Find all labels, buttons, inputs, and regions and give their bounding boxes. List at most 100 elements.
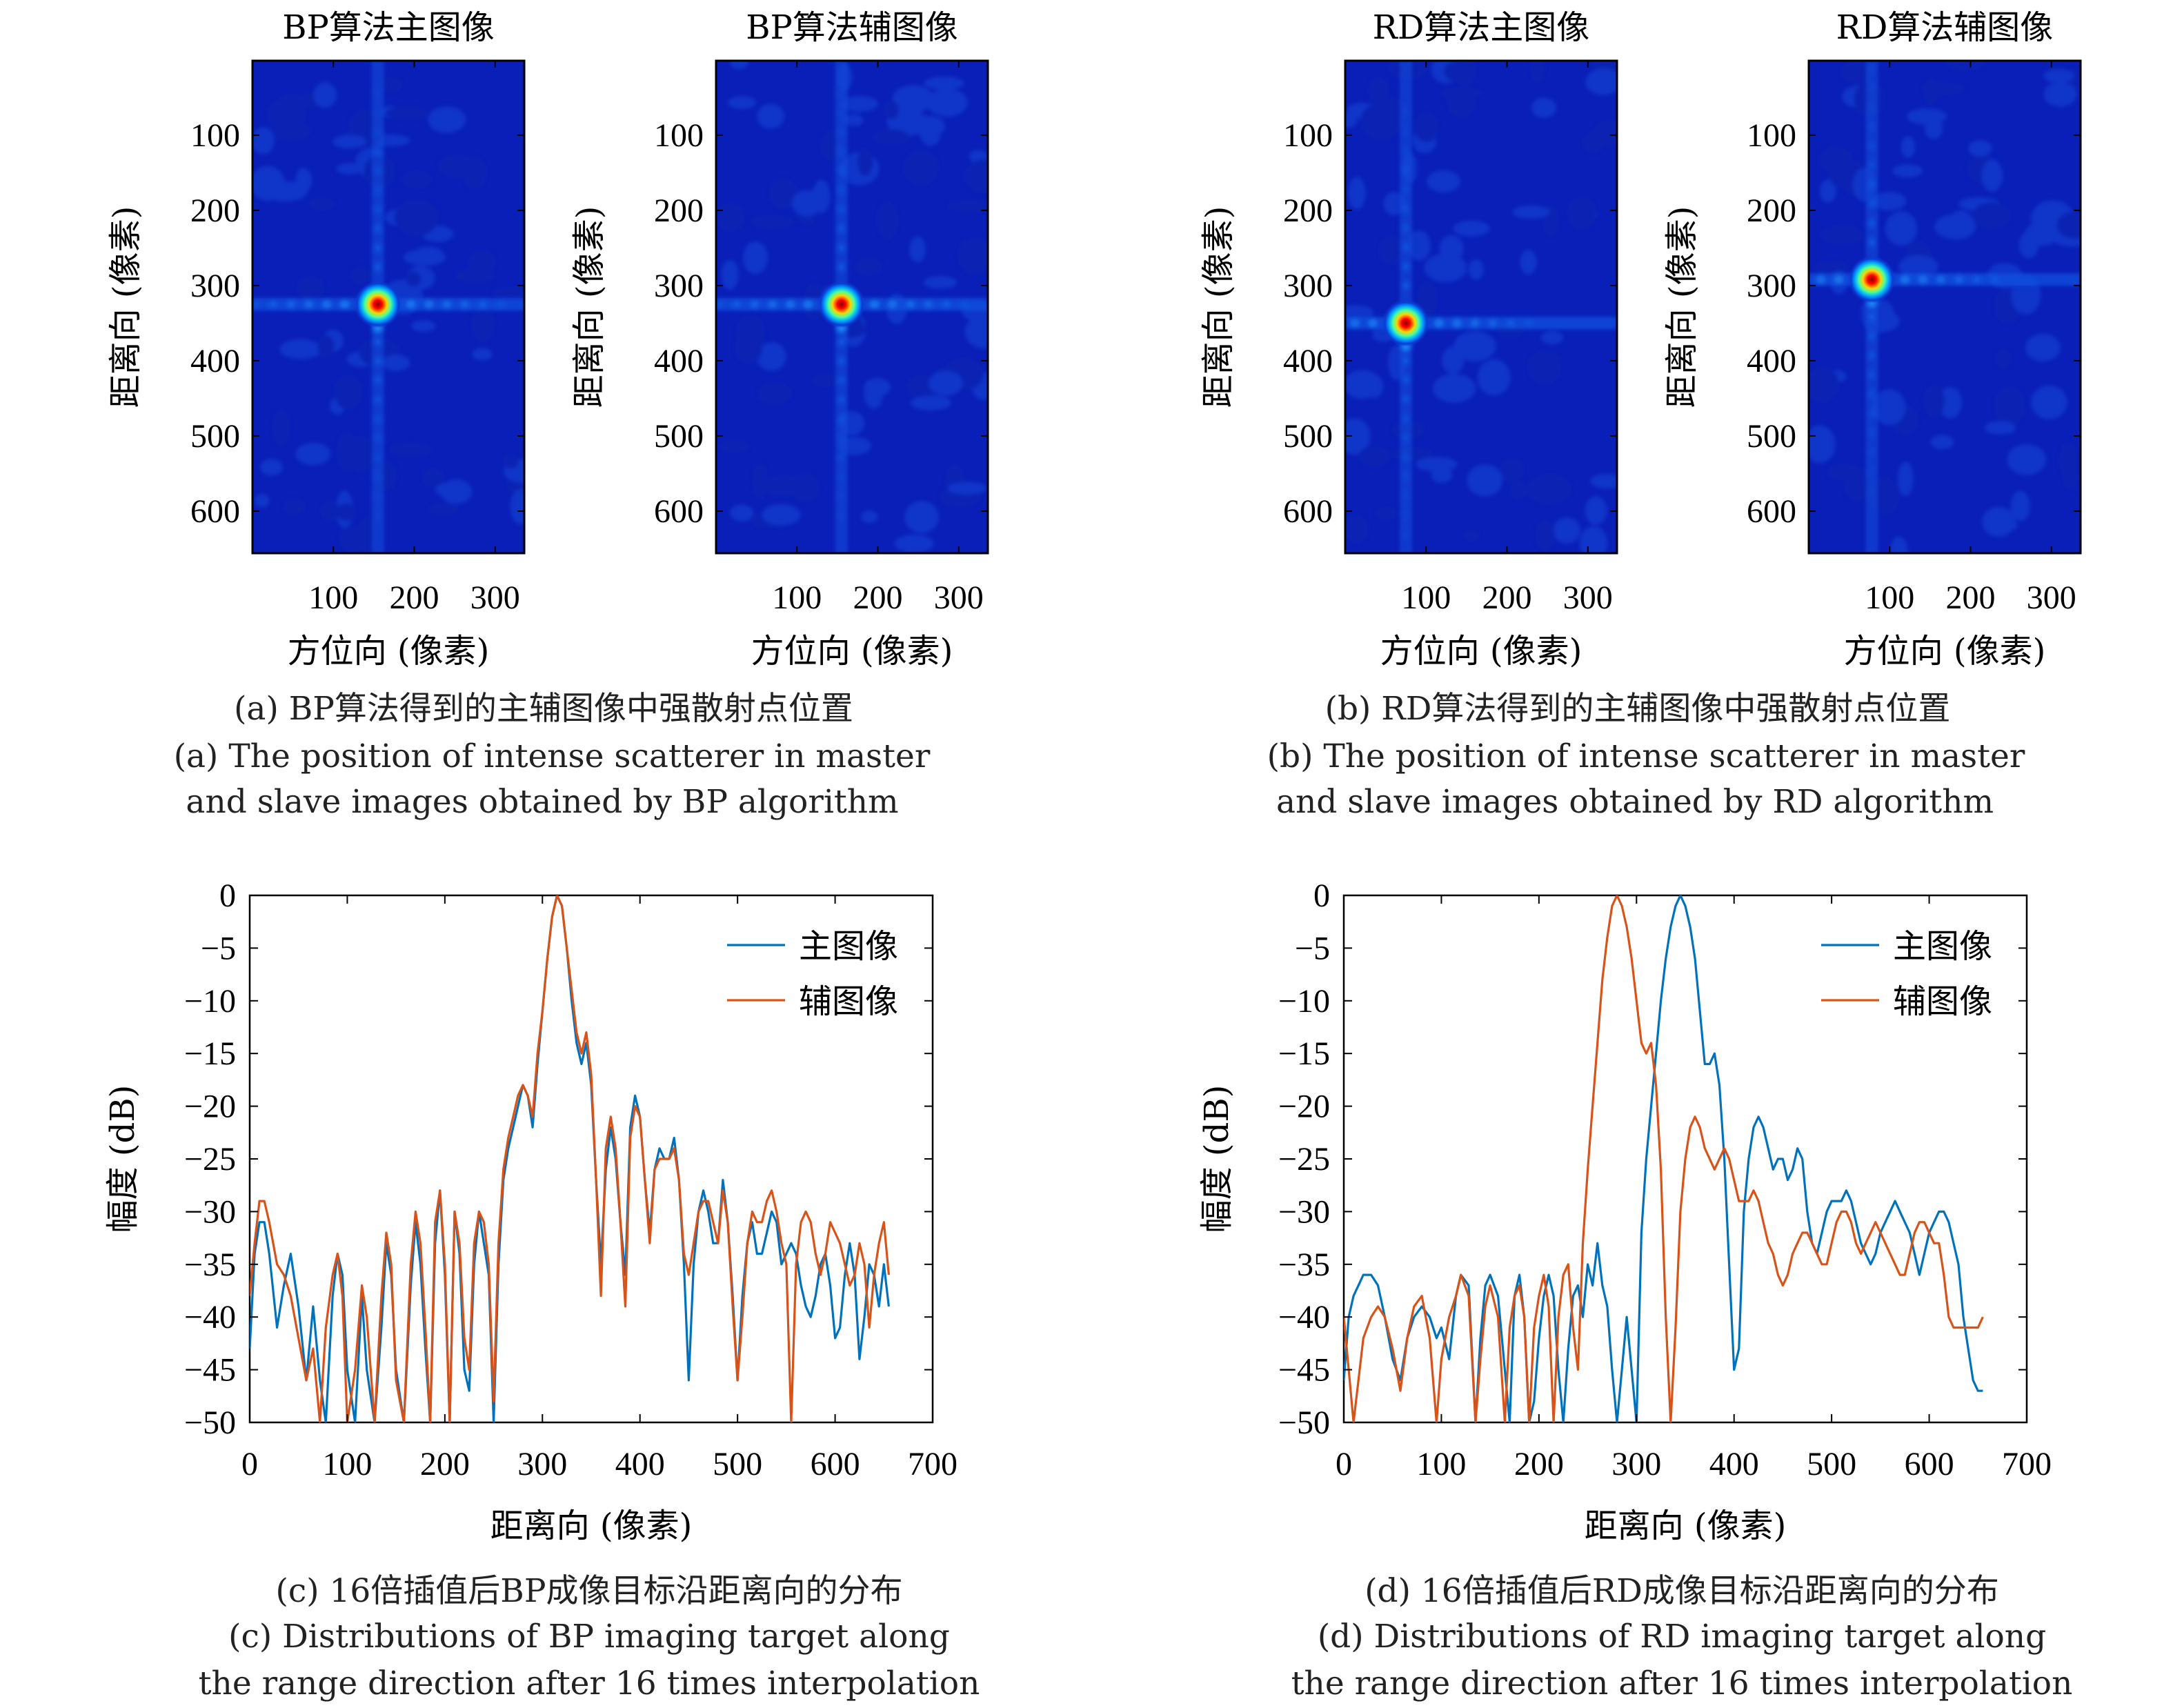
sidelobe-dot <box>1398 429 1413 446</box>
y-tick-label: 600 <box>1747 493 1796 530</box>
sidelobe-dot <box>370 333 385 350</box>
speckle-blob <box>906 375 935 397</box>
speckle-blob <box>717 439 751 453</box>
speckle-blob <box>730 61 748 69</box>
speckle-blob <box>388 442 433 457</box>
sidelobe-dot <box>1896 272 1914 288</box>
sidelobe-dot <box>1865 79 1879 97</box>
caption-b-cn: (b) RD算法得到的主辅图像中强散射点位置 <box>1325 690 1951 728</box>
sidelobe-dot <box>955 297 973 312</box>
y-tick-label: −15 <box>184 1035 236 1072</box>
speckle-blob <box>757 382 791 405</box>
speckle-blob <box>1938 386 1963 419</box>
sidelobe-dot <box>370 104 385 121</box>
sidelobe-dot <box>782 297 799 312</box>
speckle-blob <box>1527 350 1562 384</box>
sidelobe-dot <box>716 297 727 312</box>
scatterer-peak <box>1848 256 1896 304</box>
sidelobe-dot <box>1398 219 1413 237</box>
x-tick-label: 300 <box>934 579 984 616</box>
speckle-blob <box>1453 330 1496 361</box>
speckle-blob <box>1512 205 1550 219</box>
speckle-blob <box>1520 249 1537 275</box>
sidelobe-dot <box>370 468 385 486</box>
heatmap-image <box>252 61 524 553</box>
sidelobe-dot <box>492 297 509 312</box>
y-tick-label: −30 <box>1278 1193 1330 1230</box>
speckle-blob <box>811 373 840 388</box>
speckle-blob <box>904 501 939 534</box>
speckle-blob <box>422 468 444 488</box>
y-tick-label: 200 <box>190 192 240 229</box>
speckle-blob <box>1972 202 2011 229</box>
y-tick-label: 600 <box>1283 493 1333 530</box>
x-tick-label: 0 <box>1336 1446 1352 1482</box>
x-axis-label: 方位向 (像素) <box>751 632 953 671</box>
sidelobe-dot <box>834 181 849 199</box>
sidelobe-dot <box>1346 315 1363 331</box>
speckle-blob <box>317 335 335 359</box>
caption-b-en-1: (b) The position of intense scatterer in… <box>1267 737 2025 775</box>
heatmap-frame <box>1807 59 2082 555</box>
sidelobe-dot <box>370 391 385 408</box>
sidelobe-dot <box>834 123 849 141</box>
speckle-blob <box>1901 136 1916 158</box>
speckle-blob <box>1809 366 1840 403</box>
sidelobe-dot <box>264 297 281 312</box>
y-tick-label: −25 <box>184 1141 236 1178</box>
speckle-blob <box>320 500 340 522</box>
speckle-blob <box>403 249 446 266</box>
speckle-blob <box>350 266 373 284</box>
sidelobe-dot <box>1293 315 1309 330</box>
speckle-blob <box>872 129 910 145</box>
sidelobe-dot <box>252 297 264 312</box>
x-tick-label: 100 <box>772 579 822 616</box>
x-tick-label: 700 <box>2002 1446 2052 1482</box>
y-axis-label: 距离向 (像素) <box>106 206 145 408</box>
y-axis-label: 幅度 (dB) <box>103 1085 142 1233</box>
heatmap-image <box>716 61 988 553</box>
scatterer-peak <box>817 281 865 328</box>
sidelobe-dot <box>834 333 849 350</box>
sidelobe-dot <box>370 239 385 257</box>
speckle-blob <box>347 435 377 473</box>
speckle-blob <box>1407 230 1431 261</box>
caption-d-en-1: (d) Distributions of RD imaging target a… <box>1318 1618 2046 1656</box>
y-axis-label: 距离向 (像素) <box>1199 206 1238 408</box>
speckle-blob <box>1898 461 1914 497</box>
sidelobe-dot <box>1865 118 1879 135</box>
y-tick-label: −40 <box>1278 1299 1330 1335</box>
speckle-blob <box>1923 77 1938 106</box>
y-tick-label: 0 <box>1313 877 1330 914</box>
heatmap-speckle <box>1345 61 1617 553</box>
speckle-blob <box>812 179 831 214</box>
y-axis-label: 距离向 (像素) <box>1663 206 1701 408</box>
sidelobe-dot <box>834 201 849 218</box>
speckle-blob <box>1462 530 1480 542</box>
sidelobe-dot <box>746 297 763 312</box>
speckle-blob <box>1432 374 1476 403</box>
y-tick-label: −10 <box>1278 983 1330 1020</box>
speckle-blob <box>762 504 801 526</box>
speckle-blob <box>1527 473 1571 505</box>
sidelobe-dot <box>1364 315 1381 331</box>
speckle-blob <box>2056 211 2081 239</box>
speckle-blob <box>911 395 951 410</box>
x-tick-label: 300 <box>517 1446 567 1482</box>
sidelobe-dot <box>1914 272 1932 288</box>
sidelobe-dot <box>1865 424 1879 441</box>
speckle-blob <box>1468 259 1484 280</box>
speckle-blob <box>1345 515 1368 544</box>
sidelobe-dot <box>1329 315 1345 330</box>
x-axis-label: 距离向 (像素) <box>1585 1507 1787 1545</box>
speckle-blob <box>1453 220 1490 237</box>
speckle-blob <box>260 459 283 476</box>
speckle-blob <box>2018 231 2039 259</box>
x-tick-label: 200 <box>390 579 439 616</box>
speckle-blob <box>857 148 873 176</box>
sidelobe-dot <box>370 449 385 466</box>
sidelobe-dot <box>1398 526 1413 543</box>
speckle-blob <box>283 498 306 515</box>
y-tick-label: 400 <box>1283 343 1333 379</box>
speckle-blob <box>1358 446 1390 467</box>
